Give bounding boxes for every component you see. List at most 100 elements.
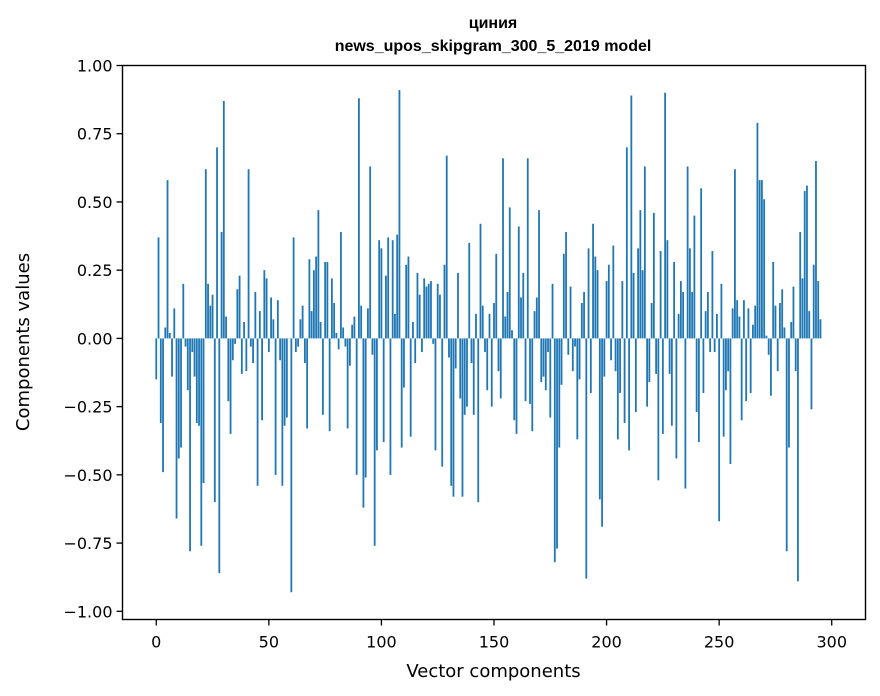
bar-291 (810, 338, 813, 410)
bar-219 (648, 338, 651, 383)
bar-67 (306, 338, 309, 429)
bar-174 (547, 338, 549, 353)
bar-94 (367, 308, 369, 339)
bar-106 (394, 313, 396, 339)
bar-52 (272, 319, 275, 339)
bar-259 (738, 316, 741, 339)
bar-173 (544, 338, 547, 391)
bar-140 (470, 338, 473, 363)
bar-276 (776, 338, 779, 372)
bar-282 (790, 322, 793, 339)
bar-121 (427, 283, 430, 339)
y-tick-label: −0.75 (63, 534, 112, 553)
bar-160 (515, 338, 518, 434)
bar-238 (691, 292, 694, 339)
bar-170 (538, 210, 540, 339)
x-tick-label: 0 (151, 633, 161, 652)
bar-228 (668, 338, 671, 374)
bar-207 (621, 281, 624, 339)
bar-242 (700, 188, 703, 339)
bar-260 (740, 338, 743, 421)
bar-222 (655, 338, 658, 374)
bar-64 (299, 319, 302, 339)
bar-240 (695, 338, 698, 413)
bar-203 (612, 245, 615, 339)
y-tick-label: −1.00 (63, 602, 112, 621)
bar-237 (688, 248, 691, 339)
bar-32 (227, 338, 230, 402)
bar-142 (475, 313, 477, 339)
bar-145 (481, 305, 484, 339)
bar-74 (321, 338, 324, 415)
bar-184 (569, 286, 572, 339)
bar-192 (587, 248, 590, 339)
bar-30 (222, 100, 225, 339)
x-tick-label: 100 (366, 633, 397, 652)
x-tick-label: 200 (591, 633, 622, 652)
bar-122 (430, 281, 432, 339)
plot-frame (121, 64, 867, 621)
bar-180 (560, 338, 563, 385)
bar-266 (754, 305, 757, 339)
bar-107 (396, 234, 399, 339)
bar-58 (285, 338, 288, 418)
bar-250 (718, 338, 721, 522)
bar-126 (439, 294, 441, 339)
bar-255 (729, 338, 732, 464)
bar-211 (630, 95, 633, 339)
bar-93 (364, 338, 367, 478)
bar-202 (610, 338, 612, 361)
bar-285 (797, 338, 799, 582)
bar-125 (436, 283, 439, 339)
bar-113 (409, 338, 412, 437)
bar-28 (218, 338, 221, 574)
bar-115 (414, 338, 417, 363)
bar-198 (601, 338, 603, 527)
bar-232 (677, 313, 680, 339)
bar-216 (641, 270, 644, 339)
bar-41 (247, 169, 250, 339)
bar-0 (155, 338, 158, 380)
bar-124 (434, 338, 437, 451)
bar-123 (432, 338, 435, 344)
bar-80 (335, 332, 338, 339)
bar-138 (466, 338, 468, 407)
bar-212 (632, 272, 635, 339)
bar-102 (385, 275, 387, 339)
bar-244 (704, 311, 707, 339)
bar-290 (808, 311, 811, 339)
bar-87 (351, 324, 354, 339)
bar-196 (596, 270, 599, 339)
bar-98 (376, 338, 378, 451)
bar-128 (443, 264, 446, 339)
bar-46 (258, 311, 261, 339)
bar-91 (360, 305, 363, 339)
bar-197 (598, 338, 601, 500)
bar-217 (643, 166, 646, 339)
bar-95 (369, 166, 372, 339)
bar-274 (772, 261, 775, 339)
bar-135 (459, 338, 462, 399)
bar-39 (243, 322, 245, 339)
bar-205 (616, 338, 619, 440)
chart-title-line-1: циния (469, 15, 518, 32)
bar-218 (646, 338, 648, 407)
bar-223 (657, 338, 660, 481)
bar-22 (204, 169, 207, 339)
bar-9 (175, 338, 178, 519)
bar-261 (743, 300, 745, 339)
bar-283 (792, 286, 795, 339)
bar-190 (583, 292, 585, 339)
bar-19 (198, 338, 200, 426)
ticks-group: 0 50 100 150 200 250 300 1.00 0.75 0.50 0.25 0.00 −0… (63, 57, 847, 652)
bar-89 (355, 338, 358, 475)
bar-10 (177, 338, 180, 459)
bar-158 (511, 330, 513, 339)
bar-114 (412, 322, 414, 339)
x-tick-label: 150 (479, 633, 510, 652)
bar-110 (403, 338, 405, 388)
bar-48 (263, 270, 266, 339)
bar-6 (168, 332, 171, 339)
bar-168 (533, 311, 536, 339)
bar-157 (508, 207, 511, 339)
